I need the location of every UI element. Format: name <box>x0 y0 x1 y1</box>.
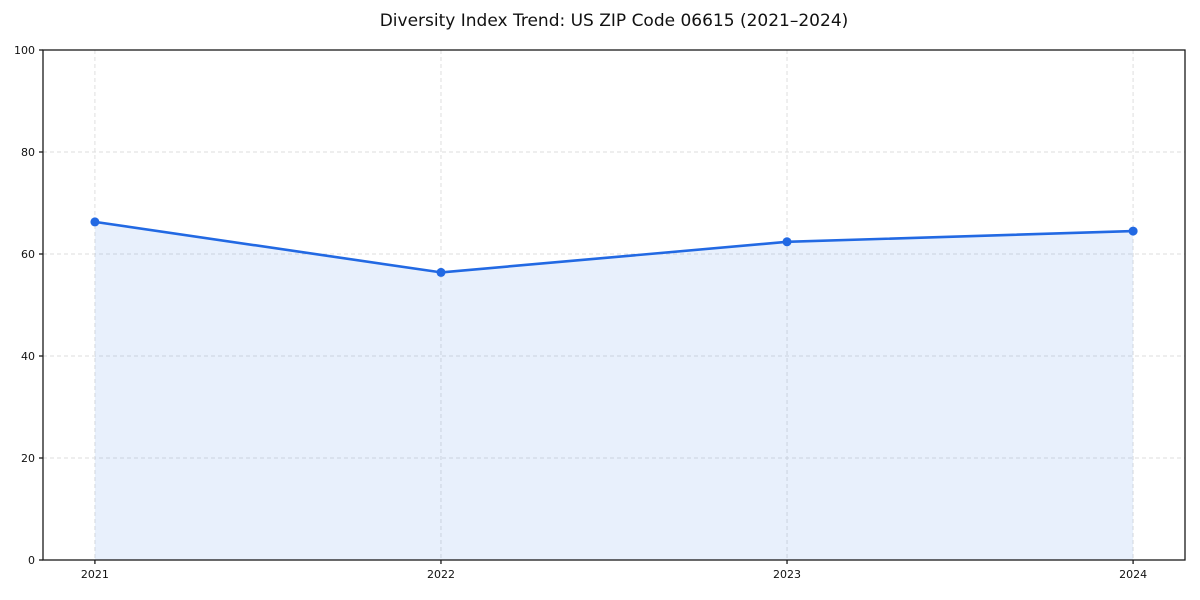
data-point-marker <box>90 217 100 227</box>
y-tick-label: 100 <box>14 44 35 57</box>
trend-line <box>93 220 1135 274</box>
x-tick-label: 2024 <box>1119 568 1147 581</box>
x-tick-label: 2023 <box>773 568 801 581</box>
y-tick-label: 40 <box>21 350 35 363</box>
y-tick-label: 60 <box>21 248 35 261</box>
y-tick-label: 80 <box>21 146 35 159</box>
data-point-marker <box>782 237 792 247</box>
area-fill <box>94 221 1134 560</box>
x-tick-label: 2021 <box>81 568 109 581</box>
data-point-marker <box>1128 226 1138 236</box>
plot-border <box>42 49 1186 561</box>
y-tick-label: 0 <box>28 554 35 567</box>
data-point-marker <box>436 267 446 277</box>
chart-title: Diversity Index Trend: US ZIP Code 06615… <box>379 11 849 31</box>
y-tick-label: 20 <box>21 452 35 465</box>
x-tick-label: 2022 <box>427 568 455 581</box>
